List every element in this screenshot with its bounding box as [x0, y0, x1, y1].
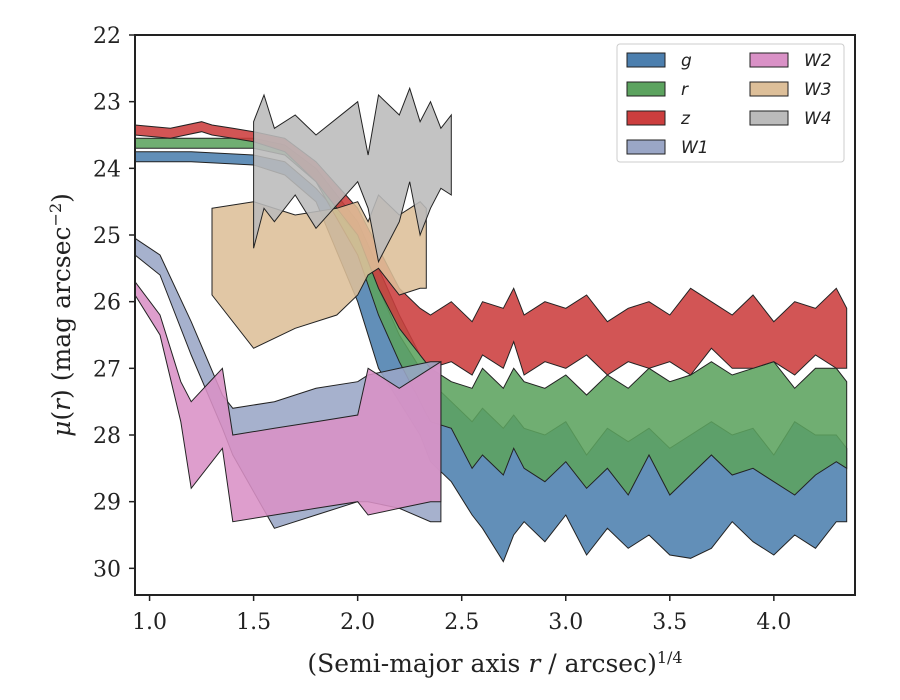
- legend: grz W1 W2 W3 W4: [616, 43, 845, 163]
- x-tick-label: 3.0: [548, 610, 583, 635]
- x-axis-ticks: 1.0 1.5 2.0 2.5 3.0 3.5 4.0: [132, 595, 791, 635]
- y-axis-ticks: 22 23 24 25 26 27 28 29 30: [93, 24, 135, 582]
- legend-label-r: r: [681, 80, 689, 100]
- legend-label-w4: W4: [804, 109, 832, 129]
- y-tick-label: 25: [93, 224, 121, 249]
- plot-frame: [134, 34, 856, 596]
- legend-box: [616, 43, 845, 163]
- y-tick-label: 27: [93, 357, 121, 382]
- legend-swatch-w2: [749, 52, 789, 68]
- y-tick-label: 24: [93, 157, 121, 182]
- y-tick-label: 29: [93, 491, 121, 516]
- x-tick-label: 1.5: [236, 610, 271, 635]
- area-series-w2: [134, 280, 442, 523]
- legend-label-z: z: [680, 109, 691, 129]
- legend-swatch-z: [626, 110, 666, 126]
- y-tick-label: 26: [93, 291, 121, 316]
- series-areas: [134, 86, 848, 563]
- legend-label-g: g: [681, 51, 692, 71]
- area-series-z: [134, 121, 848, 376]
- y-tick-label: 22: [93, 24, 121, 49]
- area-series-r: [134, 137, 848, 496]
- y-tick-label: 23: [93, 91, 121, 116]
- y-tick-label: 30: [93, 557, 121, 582]
- legend-label-w1: W1: [681, 138, 709, 158]
- x-axis-label: (Semi-major axis r / arcsec)1/4: [307, 648, 682, 679]
- x-tick-label: 1.0: [132, 610, 167, 635]
- legend-swatch-w1: [626, 139, 666, 155]
- legend-label-w3: W3: [804, 80, 832, 100]
- y-tick-label: 28: [93, 424, 121, 449]
- legend-swatch-g: [626, 52, 666, 68]
- x-tick-label: 2.0: [340, 610, 375, 635]
- legend-swatch-r: [626, 81, 666, 97]
- x-tick-label: 3.5: [652, 610, 687, 635]
- legend-swatch-w3: [749, 81, 789, 97]
- x-tick-label: 2.5: [444, 610, 479, 635]
- x-tick-label: 4.0: [756, 610, 791, 635]
- y-axis-label: μ(r) (mag arcsec−2): [46, 193, 77, 437]
- area-series-w4: [253, 86, 452, 264]
- legend-label-w2: W2: [804, 51, 832, 71]
- legend-swatch-w4: [749, 110, 789, 126]
